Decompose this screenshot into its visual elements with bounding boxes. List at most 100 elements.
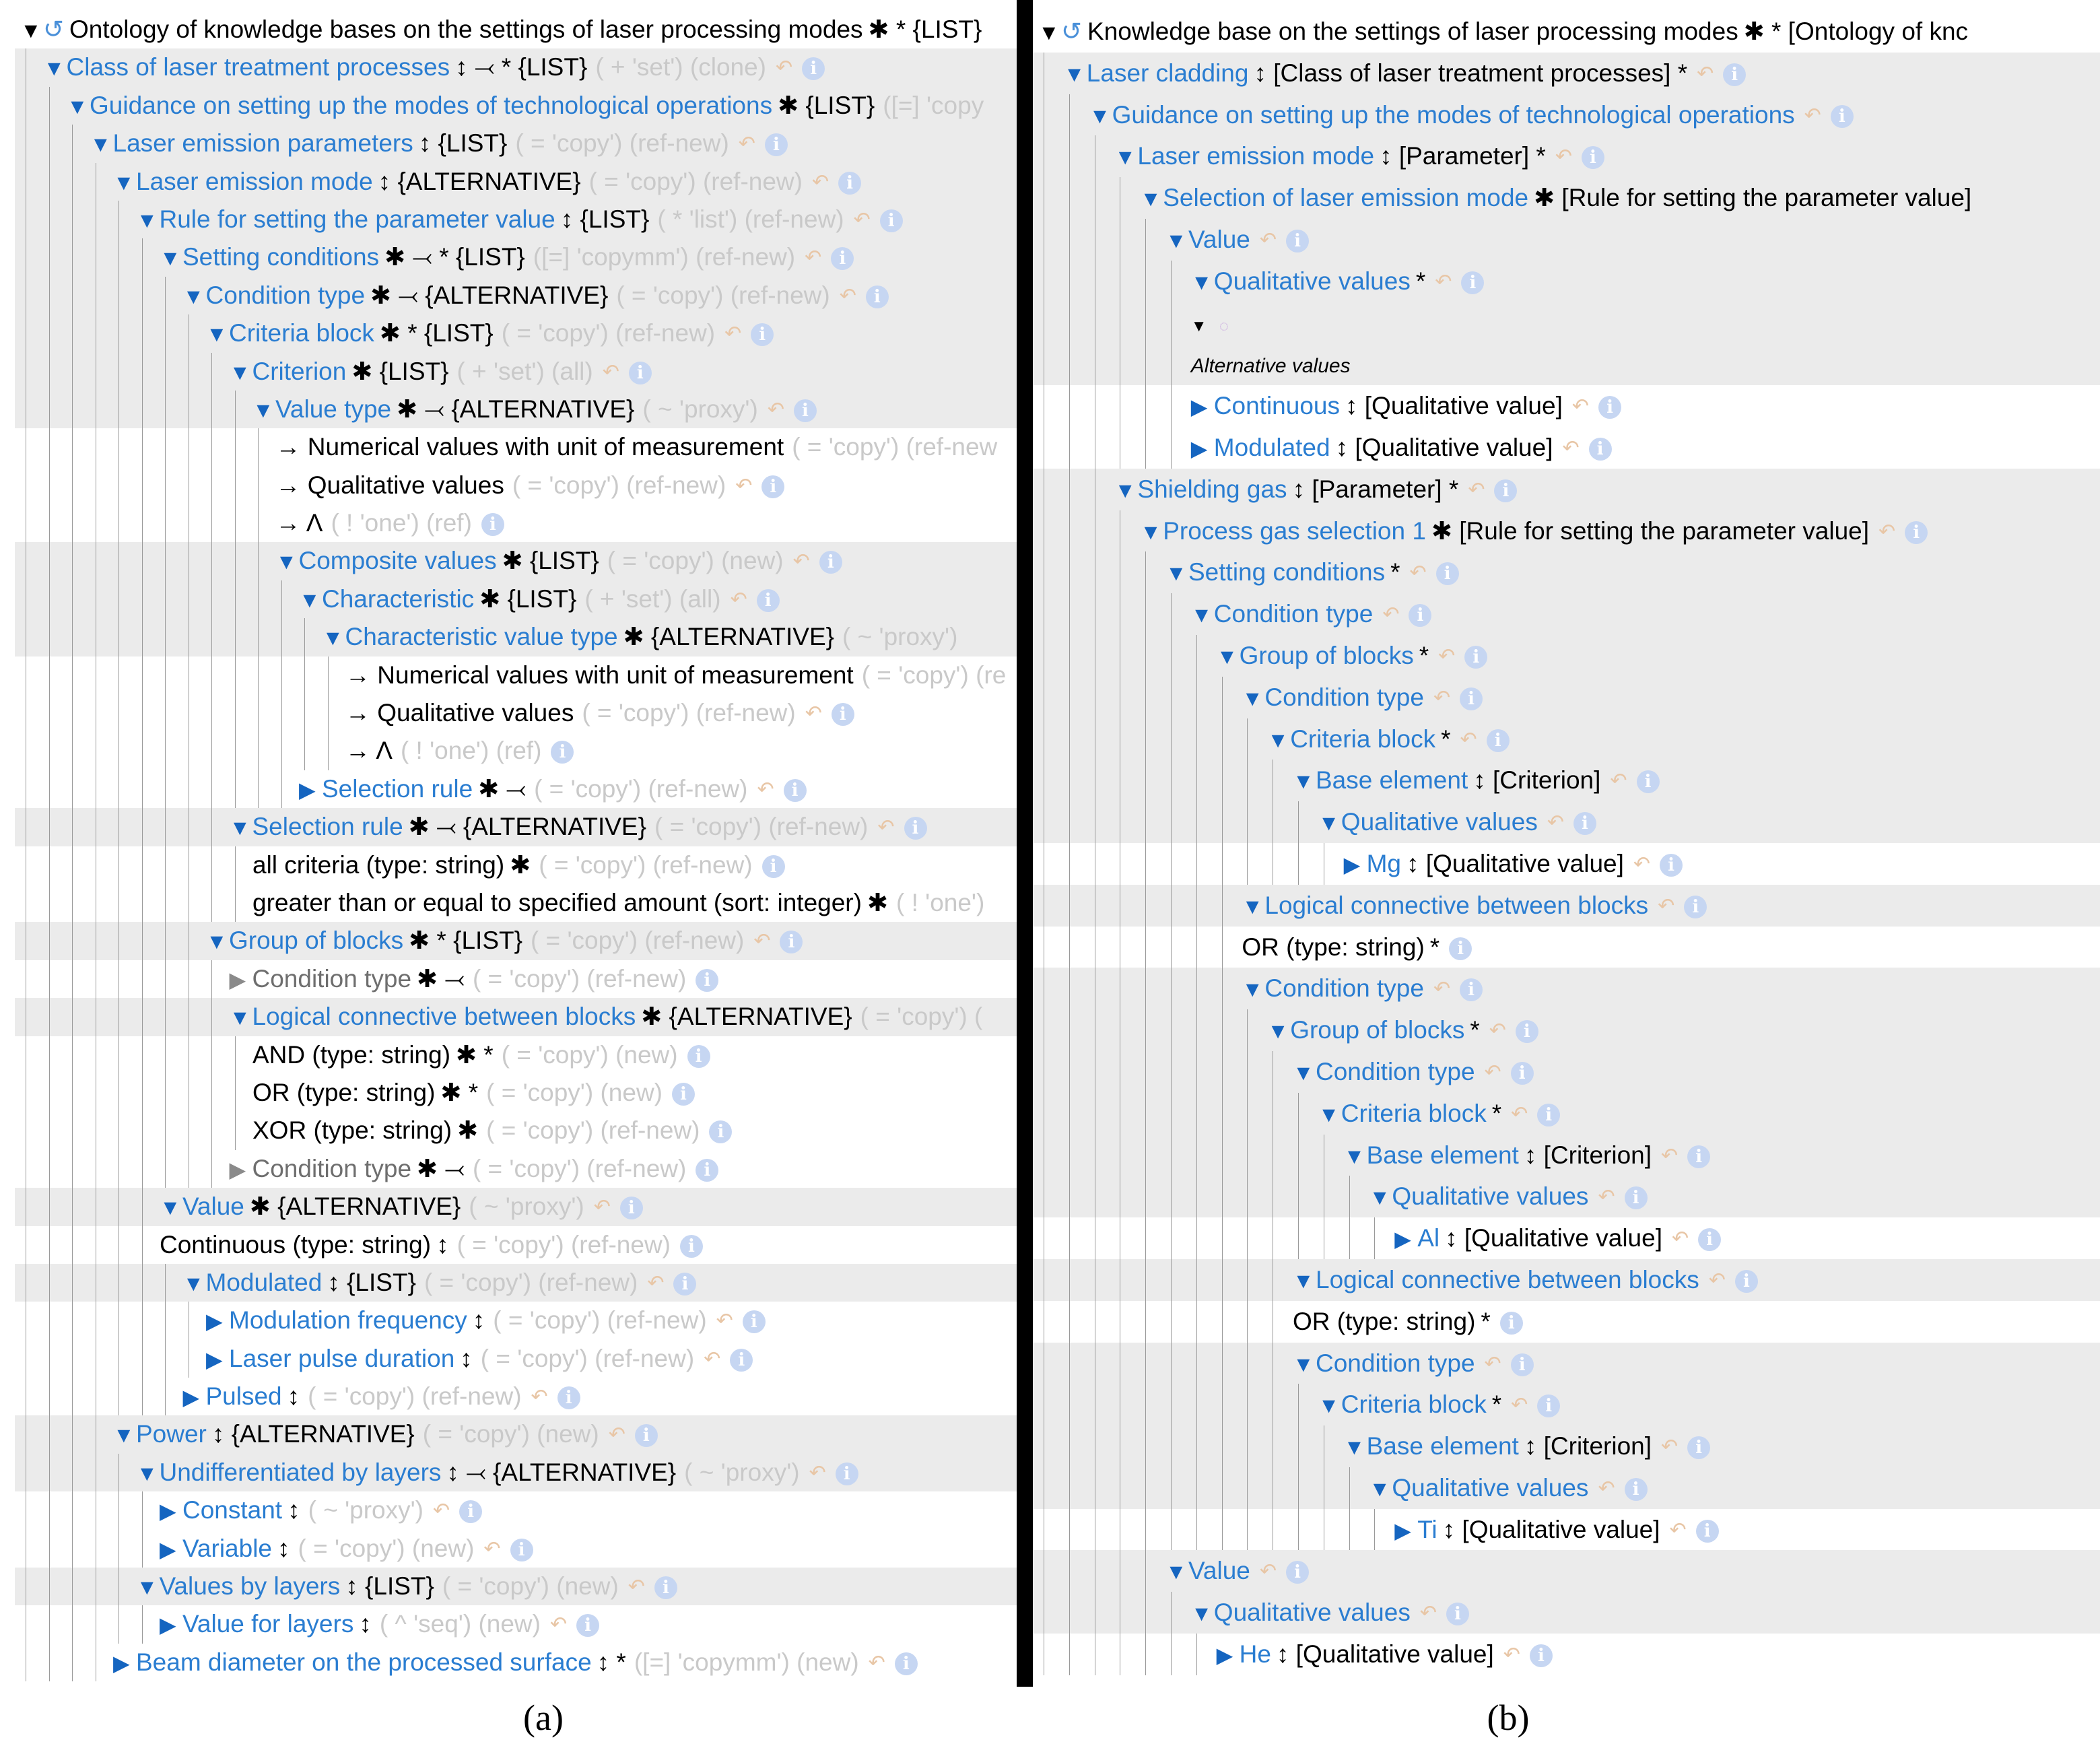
- tree-row[interactable]: ▶ Ti ↕ [Qualitative value] ↶ i: [1033, 1508, 2100, 1551]
- triangle-down-icon[interactable]: ▼: [229, 1005, 251, 1030]
- tree-row[interactable]: → Λ( ! 'one') (ref) i: [15, 732, 1017, 770]
- info-icon[interactable]: i: [1905, 520, 1928, 544]
- triangle-down-icon[interactable]: ▼: [1114, 477, 1137, 502]
- tree-row[interactable]: ▼Guidance on setting up the modes of tec…: [1033, 94, 2100, 136]
- triangle-down-icon[interactable]: ▼: [1369, 1185, 1391, 1210]
- info-icon[interactable]: i: [619, 1197, 643, 1220]
- edit-arrow-icon[interactable]: ↶: [767, 398, 784, 421]
- tree-row[interactable]: ▶ Variable ↕ ( = 'copy') (new) ↶ i: [15, 1529, 1017, 1568]
- info-icon[interactable]: i: [1494, 479, 1518, 502]
- triangle-right-icon[interactable]: ▶: [1394, 1227, 1411, 1252]
- info-icon[interactable]: i: [1573, 812, 1596, 836]
- tree-row[interactable]: all criteria (type: string) ✱ ( = 'copy') …: [15, 846, 1017, 884]
- edit-arrow-icon[interactable]: ↶: [1409, 562, 1427, 584]
- info-icon[interactable]: i: [742, 1310, 766, 1334]
- triangle-right-icon[interactable]: ▶: [160, 1613, 176, 1638]
- info-icon[interactable]: i: [1435, 562, 1459, 586]
- info-icon[interactable]: i: [1461, 271, 1485, 294]
- node-label[interactable]: Guidance on setting up the modes of tech…: [90, 91, 773, 119]
- edit-arrow-icon[interactable]: ↶: [1484, 1061, 1501, 1083]
- node-label[interactable]: Laser emission parameters: [112, 129, 413, 158]
- tree-row[interactable]: ▶ Continuous ↕ [Qualitative value] ↶ i: [1033, 385, 2100, 427]
- triangle-down-icon[interactable]: ▼: [1267, 727, 1289, 752]
- node-label[interactable]: Characteristic: [322, 584, 475, 613]
- tree-row[interactable]: ▼Setting conditions ✱ ⤙ * {LIST} ([=] 'cop…: [15, 238, 1017, 277]
- node-label[interactable]: Modulation frequency: [229, 1306, 467, 1335]
- triangle-down-icon[interactable]: ▼: [229, 360, 251, 384]
- triangle-down-icon[interactable]: ▼: [160, 246, 181, 271]
- edit-arrow-icon[interactable]: ↶: [1460, 728, 1477, 751]
- triangle-down-icon[interactable]: ▼: [1140, 187, 1161, 211]
- edit-arrow-icon[interactable]: ↶: [1555, 145, 1572, 168]
- node-label[interactable]: Qualitative values: [1213, 267, 1411, 295]
- triangle-down-icon[interactable]: ▼: [229, 815, 251, 840]
- edit-arrow-icon[interactable]: ↶: [1878, 520, 1896, 543]
- info-icon[interactable]: i: [865, 285, 889, 308]
- node-label[interactable]: Modulated: [1213, 433, 1330, 461]
- edit-arrow-icon[interactable]: ↶: [738, 133, 755, 156]
- triangle-down-icon[interactable]: ▼: [136, 1460, 158, 1485]
- node-label[interactable]: Laser pulse duration: [229, 1344, 455, 1372]
- triangle-right-icon[interactable]: ▶: [1343, 852, 1361, 877]
- info-icon[interactable]: i: [1510, 1353, 1534, 1376]
- info-icon[interactable]: i: [1624, 1186, 1648, 1210]
- info-icon[interactable]: i: [1510, 1061, 1534, 1085]
- node-label[interactable]: Setting conditions: [1188, 558, 1386, 586]
- node-label[interactable]: Rule for setting the parameter value: [159, 205, 555, 233]
- info-icon[interactable]: i: [1515, 1020, 1538, 1044]
- tree-row[interactable]: ▼Condition type ↶ i: [1033, 1342, 2100, 1384]
- node-label[interactable]: Criteria block: [1290, 725, 1436, 753]
- edit-arrow-icon[interactable]: ↶: [1708, 1269, 1726, 1291]
- edit-arrow-icon[interactable]: ↶: [647, 1271, 665, 1294]
- node-label[interactable]: Undifferentiated by layers: [159, 1458, 442, 1486]
- info-icon[interactable]: i: [576, 1614, 600, 1638]
- info-icon[interactable]: i: [783, 778, 807, 802]
- info-icon[interactable]: i: [1460, 687, 1483, 710]
- node-label[interactable]: Modulated: [205, 1268, 323, 1296]
- info-icon[interactable]: i: [730, 1348, 753, 1372]
- triangle-down-icon[interactable]: ▼: [1343, 1143, 1365, 1168]
- node-label[interactable]: Variable: [182, 1534, 273, 1562]
- edit-arrow-icon[interactable]: ↶: [1511, 1102, 1528, 1125]
- info-icon[interactable]: i: [1660, 853, 1683, 877]
- node-label[interactable]: Logical connective between blocks: [1316, 1265, 1699, 1293]
- edit-arrow-icon[interactable]: ↶: [704, 1347, 721, 1370]
- node-label[interactable]: Criteria block: [1341, 1390, 1487, 1419]
- info-icon[interactable]: i: [819, 551, 842, 574]
- node-label[interactable]: Logical connective between blocks: [1264, 891, 1649, 919]
- tree-row[interactable]: ▼Modulated ↕ {LIST} ( = 'copy') (ref-new) ↶…: [15, 1263, 1017, 1302]
- tree-row[interactable]: Continuous (type: string) ↕( = 'copy') (r…: [15, 1225, 1017, 1264]
- triangle-down-icon[interactable]: ▼: [182, 1271, 205, 1296]
- edit-arrow-icon[interactable]: ↶: [1661, 1144, 1679, 1167]
- info-icon[interactable]: i: [831, 247, 854, 271]
- info-icon[interactable]: i: [1581, 146, 1604, 170]
- triangle-down-icon[interactable]: ▼: [1165, 1559, 1187, 1584]
- edit-arrow-icon[interactable]: ↶: [730, 588, 747, 611]
- info-icon[interactable]: i: [835, 1462, 858, 1485]
- node-label[interactable]: Value type: [275, 395, 392, 423]
- triangle-down-icon[interactable]: ▼: [43, 56, 65, 81]
- tree-row[interactable]: greater than or equal to specified amoun…: [15, 883, 1017, 922]
- node-label[interactable]: He: [1239, 1640, 1271, 1669]
- node-label[interactable]: Mg: [1366, 849, 1401, 877]
- tree-row[interactable]: ▼Base element ↕ [Criterion] ↶ i: [1033, 1134, 2100, 1176]
- info-icon[interactable]: i: [1537, 1103, 1561, 1127]
- node-label[interactable]: Group of blocks: [229, 927, 404, 955]
- tree-row[interactable]: ▶ Beam diameter on the processed surface ↕…: [15, 1643, 1017, 1682]
- tree-row[interactable]: → Qualitative values ( = 'copy') (ref-new…: [15, 694, 1017, 733]
- edit-arrow-icon[interactable]: ↶: [1503, 1644, 1520, 1667]
- tree-row[interactable]: ▼Criteria block ✱ * {LIST}( = 'copy') (re…: [15, 314, 1017, 353]
- tree-row[interactable]: → Λ( ! 'one') (ref) i: [15, 504, 1017, 543]
- triangle-down-icon[interactable]: ▼: [1038, 20, 1060, 44]
- triangle-right-icon[interactable]: ▶: [1190, 436, 1208, 461]
- triangle-right-icon[interactable]: ▶: [1216, 1643, 1233, 1668]
- info-icon[interactable]: i: [481, 513, 504, 537]
- tree-row[interactable]: ▼Group of blocks * ↶ i: [1033, 1009, 2100, 1051]
- node-label[interactable]: Guidance on setting up the modes of tech…: [1112, 100, 1795, 129]
- info-icon[interactable]: i: [761, 854, 785, 878]
- edit-arrow-icon[interactable]: ↶: [1489, 1019, 1506, 1042]
- node-label[interactable]: Value: [1188, 225, 1250, 253]
- tree-row[interactable]: OR (type: string) ✱ *( = 'copy') (new) i: [15, 1073, 1017, 1112]
- triangle-right-icon[interactable]: ▶: [206, 1309, 223, 1334]
- tree-row[interactable]: → Numerical values with unit of measurem…: [15, 428, 1017, 467]
